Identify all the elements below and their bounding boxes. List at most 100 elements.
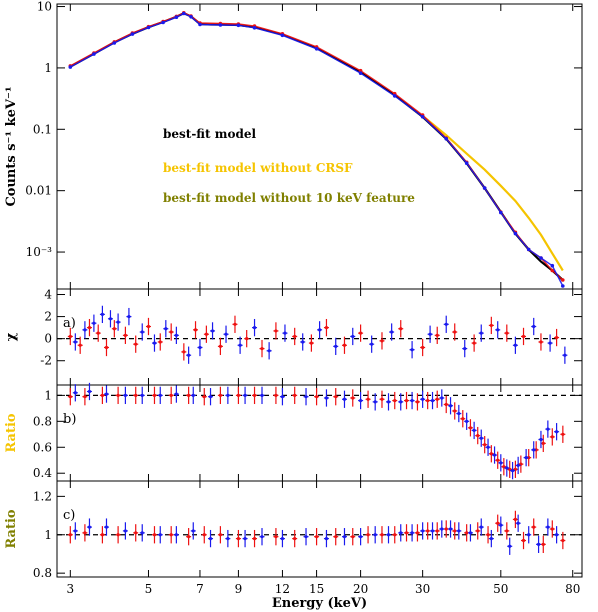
data-point [510, 469, 515, 473]
legend-entry: best-fit model without CRSF [163, 161, 353, 175]
data-point [479, 331, 483, 335]
data-point [83, 328, 87, 332]
data-point [430, 529, 435, 533]
data-point [426, 529, 430, 533]
data-point [112, 327, 116, 331]
data-point [68, 65, 73, 69]
data-point [140, 330, 144, 334]
data-point [421, 529, 425, 533]
data-point [440, 396, 444, 400]
data-point [380, 397, 384, 401]
data-point [68, 533, 72, 537]
data-point [539, 256, 543, 260]
data-point [161, 20, 165, 25]
data-point [260, 346, 264, 351]
data-point [532, 525, 536, 529]
data-point [516, 463, 520, 468]
data-point [127, 314, 131, 319]
data-point [68, 334, 72, 339]
data-point [130, 32, 135, 36]
data-point [123, 529, 127, 533]
data-point [561, 284, 565, 288]
series-line [69, 12, 564, 281]
data-point [140, 531, 144, 535]
data-point [457, 529, 461, 533]
y-tick-label: 4 [44, 288, 52, 302]
data-point [404, 531, 409, 535]
data-point [134, 393, 138, 397]
data-point [505, 529, 509, 533]
data-point [457, 411, 461, 416]
data-point [92, 321, 96, 325]
data-point [116, 533, 120, 537]
data-point [218, 393, 222, 397]
data-point [516, 521, 520, 525]
data-point [274, 393, 278, 397]
data-point [140, 393, 144, 397]
data-point [202, 395, 206, 399]
data-point [513, 231, 518, 236]
data-point [555, 430, 559, 434]
series-data-blue- [68, 11, 565, 288]
data-point [386, 400, 391, 404]
data-point [280, 33, 285, 38]
data-point [146, 324, 151, 329]
data-point [496, 521, 500, 525]
data-point [83, 531, 87, 535]
data-point [233, 322, 237, 326]
data-point [123, 333, 127, 337]
data-point [243, 393, 247, 397]
panel-frame [56, 3, 583, 290]
data-point [187, 353, 191, 357]
data-point [116, 320, 120, 324]
data-point [526, 247, 531, 252]
data-point [359, 398, 363, 403]
data-point [430, 398, 435, 403]
data-point [499, 461, 503, 465]
x-tick-label: 12 [275, 582, 290, 596]
data-point [274, 329, 278, 333]
data-point [280, 537, 285, 541]
data-point [134, 342, 138, 346]
data-point [548, 341, 552, 345]
data-point [550, 263, 555, 268]
data-point [152, 341, 157, 345]
data-point [68, 395, 72, 399]
data-point [169, 533, 173, 537]
data-point [83, 395, 87, 399]
y-tick-label: 0.6 [33, 440, 52, 454]
data-point [463, 346, 467, 351]
data-point [399, 327, 403, 331]
data-point [342, 535, 347, 539]
y-axis-label: Counts s⁻¹ keV⁻¹ [4, 86, 19, 206]
legend: best-fit model best-fit model without CRS… [163, 127, 415, 205]
y-tick-label: 0 [44, 332, 52, 346]
data-point [461, 417, 465, 421]
data-point [123, 393, 127, 397]
panel-b: 1 0.8 0.6 0.4 Ratio b) [4, 382, 583, 482]
data-point [218, 344, 222, 348]
data-point [134, 531, 138, 535]
data-point [187, 535, 191, 539]
data-point [174, 333, 178, 337]
x-tick-label: 5 [145, 582, 153, 596]
data-point [252, 26, 257, 30]
data-point [505, 331, 509, 335]
data-point [104, 525, 109, 529]
series-data-red- [68, 11, 565, 282]
data-point [146, 25, 151, 30]
data-point [472, 341, 476, 345]
data-point [428, 332, 432, 336]
data-point [182, 11, 186, 16]
data-point [561, 278, 565, 282]
data-point [158, 393, 162, 397]
x-tick-label: 3 [66, 582, 74, 596]
data-point [198, 22, 202, 27]
y-tick-label: 0.01 [25, 184, 52, 198]
x-tick-label: 20 [353, 582, 368, 596]
data-point [505, 466, 509, 470]
data-point [293, 537, 297, 541]
data-point [96, 331, 100, 335]
data-point [283, 331, 287, 335]
data-point [435, 529, 439, 533]
